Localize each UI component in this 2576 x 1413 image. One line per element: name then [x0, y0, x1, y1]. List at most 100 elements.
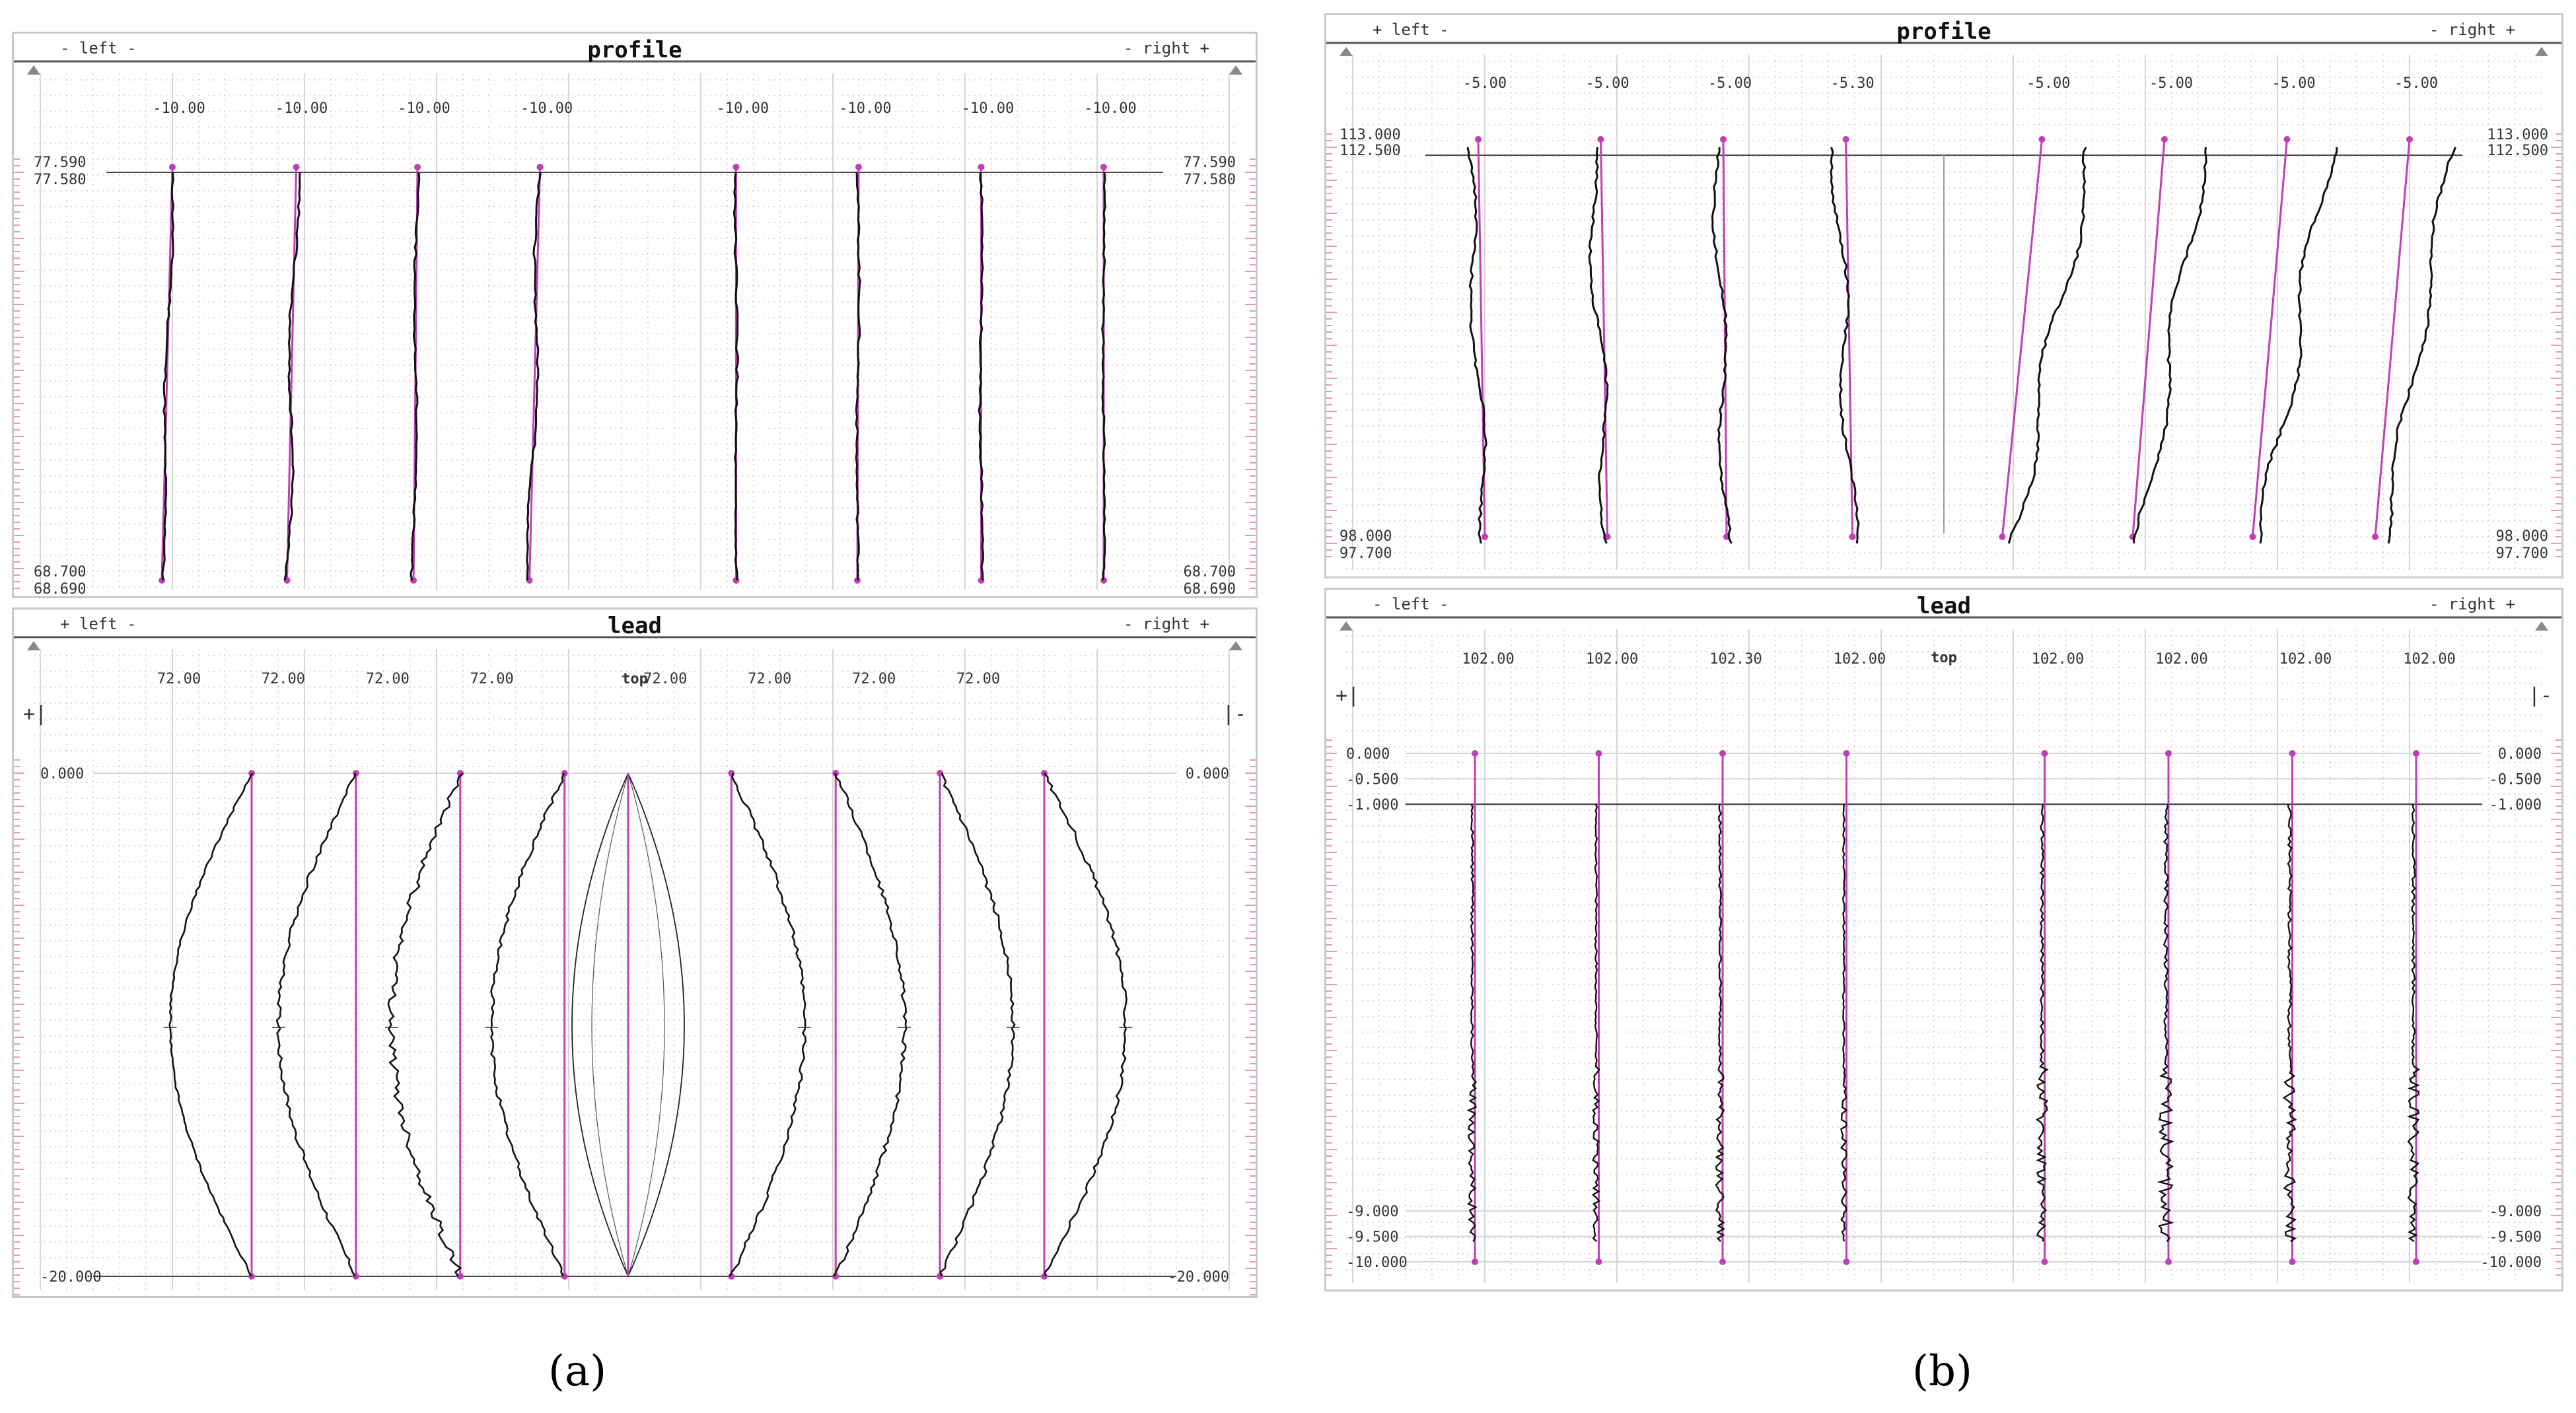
- nominal-point: [1595, 1258, 1602, 1265]
- side-mark-right: |-: [2528, 684, 2552, 707]
- side-mark-left: +|: [23, 703, 47, 726]
- y-label-right: -1.000: [2489, 797, 2542, 813]
- y-label-left: 98.000: [1340, 528, 1392, 545]
- y-label-right: 98.000: [2496, 528, 2548, 545]
- measured-curve: [410, 172, 421, 581]
- top-value-label: 72.00: [470, 671, 514, 687]
- y-label-left: 68.700: [34, 564, 86, 580]
- measured-curve: [387, 773, 464, 1277]
- probe-icon-left: [1340, 621, 1353, 631]
- nominal-line: [2251, 139, 2288, 537]
- top-value-label: -10.00: [839, 100, 891, 117]
- y-label-right: -10.000: [2480, 1255, 2542, 1271]
- top-value-label: -10.00: [275, 100, 328, 117]
- caption-b: (b): [1912, 1347, 1972, 1396]
- y-label-left: 77.580: [34, 172, 86, 188]
- measured-curve: [2406, 804, 2421, 1243]
- nominal-point: [1472, 1258, 1478, 1265]
- nominal-point: [1472, 750, 1478, 757]
- nominal-point: [1595, 750, 1602, 757]
- y-label-right: 97.700: [2496, 545, 2548, 562]
- measured-curve: [2282, 804, 2297, 1243]
- nominal-point: [1100, 164, 1107, 170]
- top-value-label: 102.00: [2279, 651, 2332, 668]
- measured-curve: [2035, 804, 2049, 1242]
- top-value-label: -10.00: [398, 100, 450, 117]
- nominal-point: [1482, 534, 1488, 540]
- top-value-label: -5.00: [1585, 75, 1629, 92]
- measured-curve: [833, 773, 908, 1277]
- top-value-label: 102.30: [1709, 651, 1762, 668]
- y-label-left: -9.500: [1346, 1229, 1398, 1246]
- y-label-right: -9.500: [2489, 1229, 2542, 1246]
- top-value-label: -10.00: [520, 100, 573, 117]
- left-label: + left -: [60, 615, 137, 633]
- side-mark-left: +|: [1336, 684, 1359, 707]
- y-label-left: 97.700: [1340, 545, 1392, 562]
- probe-icon-right: [2535, 621, 2548, 631]
- nominal-point: [1842, 136, 1849, 143]
- top-value-label: 102.00: [1586, 651, 1638, 668]
- measured-curve: [978, 172, 984, 580]
- probe-icon-right: [2535, 47, 2548, 56]
- measured-curve: [526, 172, 542, 581]
- nominal-point: [2249, 534, 2256, 540]
- nominal-point: [853, 577, 861, 584]
- top-value-label: 102.00: [2032, 651, 2084, 668]
- top-value-label: 72.00: [956, 671, 1000, 687]
- nominal-point: [1719, 1258, 1726, 1265]
- top-value-label: 102.00: [2403, 651, 2455, 668]
- nominal-point: [1999, 534, 2006, 540]
- top-value-label: -10.00: [962, 100, 1014, 117]
- nominal-point: [2038, 136, 2046, 143]
- y-label-left: 77.590: [34, 155, 86, 171]
- measured-curve: [2132, 147, 2207, 544]
- y-label-right: -9.000: [2489, 1204, 2542, 1220]
- nominal-point: [1849, 534, 1856, 540]
- measured-curve: [1840, 804, 1848, 1242]
- nominal-point: [2372, 534, 2379, 540]
- nominal-point: [352, 770, 359, 776]
- y-label-left: 68.690: [34, 581, 86, 596]
- probe-icon-left: [27, 65, 40, 75]
- nominal-point: [2041, 750, 2048, 757]
- top-value-label: 102.00: [1462, 651, 1514, 668]
- right-label: - right +: [2429, 595, 2515, 613]
- measured-curve: [2007, 147, 2087, 544]
- y-label-right: 112.500: [2487, 143, 2548, 159]
- nominal-point: [2406, 136, 2413, 143]
- nominal-point: [2165, 1258, 2172, 1265]
- nominal-point: [733, 164, 740, 170]
- lead-plot-a: + left - - right + lead 72.00 72.00 72.00 72.0…: [14, 613, 1256, 1295]
- nominal-point: [2165, 750, 2172, 757]
- y-label-right: 77.580: [1184, 172, 1236, 188]
- top-value-label: -5.00: [2026, 75, 2070, 92]
- y-label-left: -9.000: [1346, 1204, 1398, 1220]
- measured-curve: [1591, 804, 1600, 1243]
- nominal-point: [293, 164, 300, 170]
- measured-curve: [855, 172, 861, 581]
- y-label-left: -20.000: [40, 1269, 102, 1286]
- measured-curve: [490, 773, 565, 1277]
- chart-title: lead: [608, 613, 662, 639]
- measured-curve: [1830, 147, 1860, 544]
- probe-icon-right: [1229, 641, 1242, 650]
- top-value-label: -5.00: [1708, 75, 1752, 92]
- top-value-label: 72.00: [852, 671, 896, 687]
- nominal-line: [1600, 139, 1609, 537]
- nominal-point: [978, 164, 985, 170]
- top-value-label: -10.00: [1084, 100, 1136, 117]
- y-label-left: 113.000: [1340, 127, 1401, 143]
- top-value-label: 72.00: [366, 671, 410, 687]
- top-value-label: 102.00: [1834, 651, 1886, 668]
- nominal-line: [528, 166, 542, 581]
- measured-curve: [1715, 804, 1726, 1243]
- nominal-point: [1475, 136, 1482, 143]
- y-label-right: 68.700: [1184, 564, 1236, 580]
- nominal-point: [1843, 1258, 1850, 1265]
- nominal-point: [2161, 136, 2168, 143]
- y-label-right: -20.000: [1168, 1269, 1229, 1286]
- nominal-line: [2131, 139, 2166, 537]
- probe-icon-left: [1340, 47, 1353, 56]
- probe-icon-left: [27, 641, 40, 650]
